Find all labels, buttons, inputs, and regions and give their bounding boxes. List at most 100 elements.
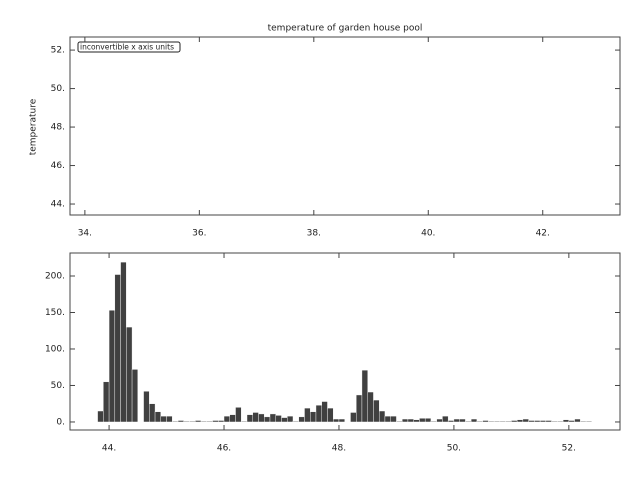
histogram-bar xyxy=(545,420,552,423)
histogram-bar xyxy=(172,421,179,423)
histogram-bar xyxy=(338,418,345,423)
histogram-bar xyxy=(522,418,529,423)
histogram-bar xyxy=(447,420,455,423)
histogram-bar xyxy=(120,261,127,423)
histogram-bar xyxy=(511,420,518,423)
histogram-bar xyxy=(528,420,535,423)
histogram-bar xyxy=(493,421,501,423)
histogram-bar xyxy=(413,419,420,423)
histogram-bar xyxy=(401,418,409,423)
histogram-bar xyxy=(384,415,391,423)
histogram-bar xyxy=(390,415,397,423)
x-tick-label: 34. xyxy=(78,229,92,239)
histogram-bar xyxy=(298,416,305,423)
histogram-bar xyxy=(562,419,570,423)
histogram-bar xyxy=(499,421,506,423)
histogram-bar xyxy=(189,421,196,423)
x-tick-label: 36. xyxy=(192,229,206,239)
annotation: inconvertible x axis units xyxy=(80,43,174,52)
y-tick-label: 150. xyxy=(45,308,65,318)
histogram-bar xyxy=(580,421,587,423)
histogram-bar xyxy=(166,415,173,423)
histogram-bar xyxy=(482,420,489,423)
histogram-bar xyxy=(465,421,472,423)
histogram-bar xyxy=(488,421,495,423)
y-tick-label: 0. xyxy=(56,417,65,427)
histogram-bar xyxy=(103,381,110,423)
histogram-bar xyxy=(430,421,437,423)
histogram-bar xyxy=(258,413,265,423)
histogram-bar xyxy=(143,391,150,423)
y-tick-label: 46. xyxy=(51,161,65,171)
histogram-bar xyxy=(235,407,242,423)
histogram-bar xyxy=(361,369,368,423)
histogram-bar xyxy=(534,420,541,423)
histogram-bar xyxy=(585,421,593,423)
histogram-bar xyxy=(310,411,317,423)
histogram-bar xyxy=(315,404,322,423)
chart-title: temperature of garden house pool xyxy=(268,24,423,34)
histogram-bar xyxy=(574,418,581,423)
histogram-bar xyxy=(160,415,167,423)
histogram-bar xyxy=(126,326,133,423)
y-axis-label: temperature xyxy=(29,98,39,155)
histogram-bar xyxy=(275,415,282,423)
histogram-bar xyxy=(350,412,357,423)
histogram-bar xyxy=(229,414,236,423)
histogram-bar xyxy=(378,410,386,423)
histogram-bar xyxy=(269,413,276,423)
histogram-bar xyxy=(476,421,483,423)
y-tick-label: 100. xyxy=(45,344,65,354)
y-tick-label: 50. xyxy=(51,381,65,391)
y-tick-label: 50. xyxy=(51,84,65,94)
histogram-bar xyxy=(97,410,104,423)
histogram-bar xyxy=(246,414,253,423)
histogram-bar xyxy=(568,420,575,423)
x-tick-label: 50. xyxy=(447,444,461,454)
histogram-bar xyxy=(453,418,460,423)
histogram-bar xyxy=(424,418,432,423)
histogram-bar xyxy=(218,420,225,423)
y-tick-label: 48. xyxy=(51,123,65,133)
histogram-bar xyxy=(367,391,374,423)
y-tick-label: 200. xyxy=(45,271,65,281)
histogram-bar xyxy=(108,310,116,423)
histogram-bar xyxy=(114,274,121,423)
histogram-bar xyxy=(252,412,259,423)
x-tick-label: 40. xyxy=(421,229,435,239)
histogram-bar xyxy=(373,399,380,423)
histogram-bar xyxy=(407,418,414,423)
histogram-bar xyxy=(149,403,156,423)
x-tick-label: 38. xyxy=(307,229,321,239)
histogram-bar xyxy=(436,418,443,423)
histogram-bar xyxy=(505,421,512,423)
histogram-bar xyxy=(419,418,426,423)
histogram-bar xyxy=(356,394,363,423)
histogram-bar xyxy=(195,420,202,423)
histogram-bar xyxy=(304,407,311,423)
x-tick-label: 48. xyxy=(332,444,346,454)
histogram-bar xyxy=(327,407,334,423)
x-tick-label: 46. xyxy=(217,444,231,454)
annotation-box xyxy=(77,41,181,53)
histogram-bar xyxy=(470,418,478,423)
histogram-bar xyxy=(287,415,294,423)
histogram-bar xyxy=(459,418,466,423)
x-tick-label: 44. xyxy=(102,444,116,454)
histogram-bar xyxy=(241,421,248,423)
histogram-bar xyxy=(223,415,230,423)
y-tick-label: 52. xyxy=(51,46,65,56)
histogram-bar xyxy=(200,421,207,423)
histogram-bar xyxy=(557,421,564,423)
histogram-bar xyxy=(292,421,299,423)
histogram-bar xyxy=(177,420,184,423)
histogram-bar xyxy=(551,421,558,423)
x-tick-label: 52. xyxy=(562,444,576,454)
histogram-bar xyxy=(281,417,288,423)
axes-frame xyxy=(69,36,621,216)
histogram-bar xyxy=(131,369,139,423)
histogram-bar xyxy=(183,421,190,423)
histogram-bar xyxy=(154,411,162,423)
histogram-bar xyxy=(206,421,213,423)
